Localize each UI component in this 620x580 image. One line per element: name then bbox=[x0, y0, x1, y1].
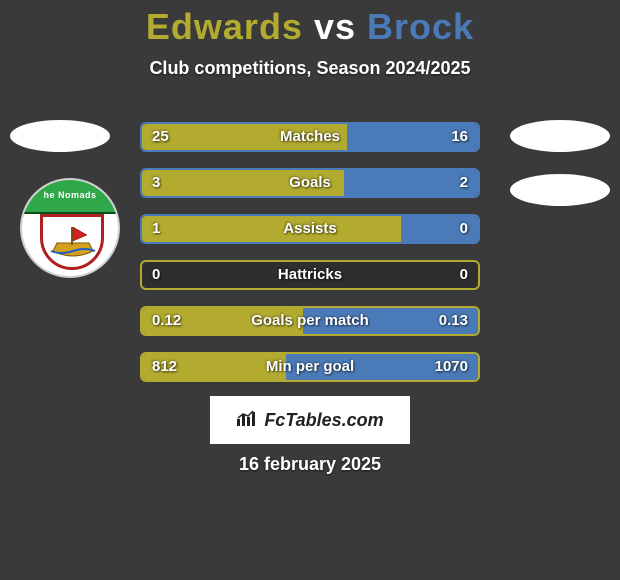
ship-icon bbox=[49, 223, 97, 263]
crest-text: he Nomads bbox=[22, 190, 118, 200]
right-placeholder-badge-1 bbox=[510, 120, 610, 152]
stat-label: Assists bbox=[142, 216, 478, 242]
title-vs: vs bbox=[314, 6, 356, 47]
stat-row: 0Hattricks0 bbox=[140, 260, 480, 290]
chart-icon bbox=[236, 409, 258, 432]
page-title: Edwards vs Brock bbox=[0, 6, 620, 48]
stat-value-right: 0.13 bbox=[439, 308, 468, 334]
right-placeholder-badge-2 bbox=[510, 174, 610, 206]
team-crest: he Nomads bbox=[20, 178, 120, 278]
stat-row: 812Min per goal1070 bbox=[140, 352, 480, 382]
stat-label: Goals per match bbox=[142, 308, 478, 334]
title-right: Brock bbox=[367, 6, 474, 47]
subtitle: Club competitions, Season 2024/2025 bbox=[0, 58, 620, 79]
stat-value-right: 0 bbox=[460, 262, 468, 288]
stat-row: 3Goals2 bbox=[140, 168, 480, 198]
stat-value-right: 16 bbox=[451, 124, 468, 150]
infographic-root: Edwards vs Brock Club competitions, Seas… bbox=[0, 0, 620, 580]
brand-badge: FcTables.com bbox=[210, 396, 410, 444]
stat-row: 0.12Goals per match0.13 bbox=[140, 306, 480, 336]
crest-banner: he Nomads bbox=[22, 180, 118, 214]
left-placeholder-badge bbox=[10, 120, 110, 152]
stat-value-right: 0 bbox=[460, 216, 468, 242]
stat-value-right: 2 bbox=[460, 170, 468, 196]
stat-value-right: 1070 bbox=[435, 354, 468, 380]
crest-shield bbox=[40, 214, 104, 270]
title-left: Edwards bbox=[146, 6, 303, 47]
stats-bars: 25Matches163Goals21Assists00Hattricks00.… bbox=[140, 122, 480, 398]
date-text: 16 february 2025 bbox=[0, 454, 620, 475]
stat-label: Goals bbox=[142, 170, 478, 196]
stat-row: 1Assists0 bbox=[140, 214, 480, 244]
stat-label: Hattricks bbox=[142, 262, 478, 288]
stat-label: Min per goal bbox=[142, 354, 478, 380]
stat-label: Matches bbox=[142, 124, 478, 150]
brand-text: FcTables.com bbox=[264, 410, 383, 431]
stat-row: 25Matches16 bbox=[140, 122, 480, 152]
